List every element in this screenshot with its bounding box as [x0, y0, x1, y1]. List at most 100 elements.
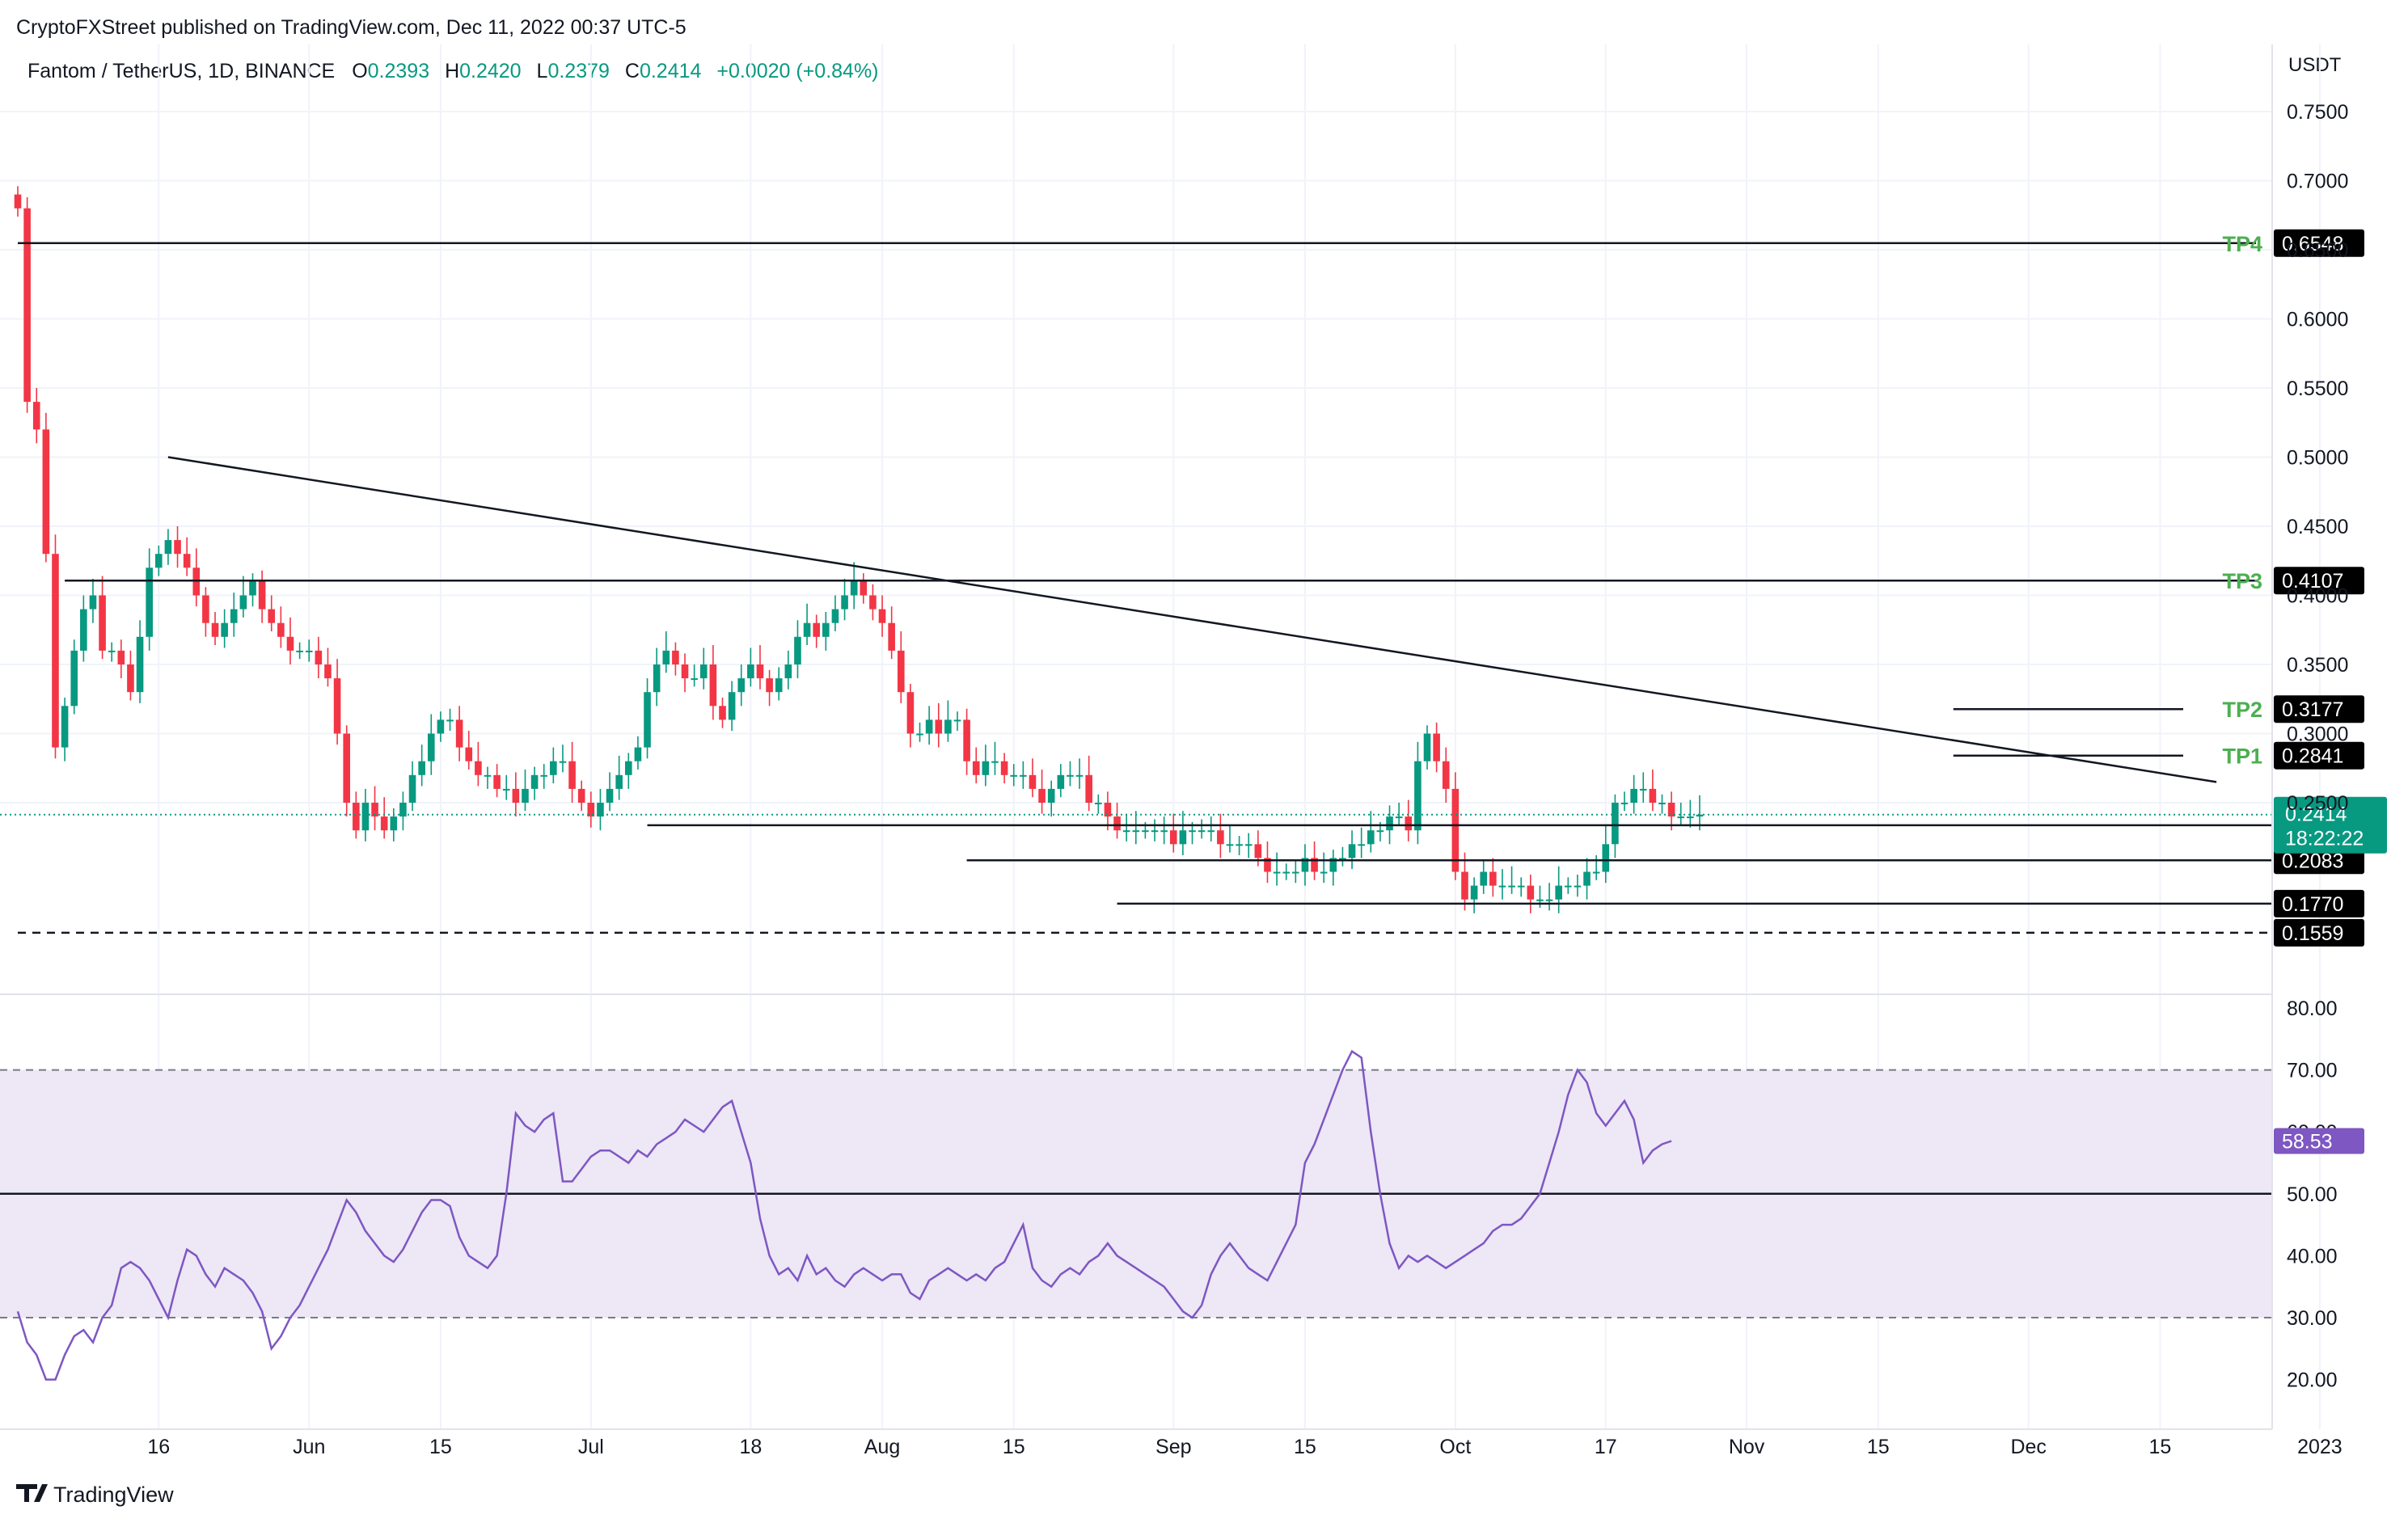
- level-price-badge: 0.2083: [2274, 846, 2364, 875]
- candle: [1677, 803, 1685, 825]
- candle-body: [1020, 774, 1027, 777]
- candle-body: [1620, 803, 1629, 804]
- candle-body: [42, 429, 50, 555]
- level-tag-tp1: TP1: [2222, 745, 2262, 769]
- time-tick-label: 16: [147, 1436, 170, 1458]
- candle-body: [1038, 788, 1046, 803]
- candle: [61, 698, 69, 761]
- candle: [1339, 846, 1346, 867]
- candle: [1555, 866, 1562, 913]
- candle-body: [32, 402, 40, 430]
- candle: [324, 647, 332, 687]
- time-axis[interactable]: 16 Jun 15 Jul 18 Aug 15 Sep 15 Oct 17 Nov 15 Dec 15 202…: [147, 1436, 2342, 1458]
- close-label: C: [625, 60, 640, 82]
- candle-body: [1612, 803, 1619, 845]
- price-tick-label: 0.7000: [2287, 171, 2348, 193]
- candle: [202, 587, 209, 637]
- candle: [1574, 874, 1582, 897]
- candle: [99, 576, 106, 660]
- candle: [1480, 860, 1488, 894]
- candle: [1405, 799, 1413, 842]
- candle-body: [371, 803, 378, 817]
- candle: [1301, 844, 1309, 886]
- candle: [465, 731, 473, 770]
- candle-body: [756, 664, 764, 679]
- candle-body: [1207, 830, 1215, 833]
- time-tick-label: Aug: [864, 1436, 900, 1458]
- candle-body: [286, 636, 294, 651]
- level-price-badge: 0.2841: [2274, 741, 2364, 770]
- candle: [1113, 803, 1121, 839]
- candle: [136, 620, 144, 703]
- candle: [653, 647, 661, 707]
- candle-body: [728, 692, 736, 720]
- time-tick-label: 18: [739, 1436, 762, 1458]
- candle: [916, 722, 923, 742]
- candle-body: [1470, 885, 1478, 900]
- candle: [625, 753, 632, 789]
- candle-body: [1592, 871, 1600, 874]
- candle: [1630, 774, 1637, 814]
- candle: [1029, 758, 1037, 798]
- price-axis-title: USDT: [2288, 54, 2342, 76]
- candle: [183, 537, 191, 576]
- candle: [418, 745, 425, 787]
- candle-body: [972, 761, 980, 775]
- candle: [1320, 852, 1328, 884]
- candle-body: [850, 581, 858, 596]
- candle-body: [1480, 871, 1488, 886]
- candle-body: [1198, 830, 1206, 833]
- level-price-badge-text: 0.2841: [2282, 745, 2343, 768]
- candle-body: [80, 609, 87, 651]
- candle: [408, 761, 416, 812]
- candle-body: [502, 788, 510, 791]
- candle: [728, 681, 736, 732]
- candle-body: [136, 636, 144, 693]
- candle: [1545, 883, 1553, 911]
- level-price-badge-bg: [2274, 741, 2364, 770]
- candle-body: [860, 581, 868, 596]
- candle: [813, 614, 820, 648]
- candle-body: [1451, 788, 1460, 872]
- candle-body: [475, 761, 482, 775]
- candle: [681, 653, 689, 693]
- candle-body: [522, 788, 529, 803]
- level-tag-tp2: TP2: [2222, 698, 2262, 722]
- candle-body: [249, 581, 256, 596]
- candle: [502, 774, 510, 800]
- level-price-badge-bg: [2274, 695, 2364, 723]
- candle: [737, 664, 746, 707]
- candle: [1348, 830, 1356, 870]
- candle-body: [390, 816, 398, 831]
- price-tick-label: 0.3500: [2287, 654, 2348, 677]
- candle-body: [14, 194, 22, 209]
- candle-body: [239, 595, 247, 610]
- candle-body: [1122, 830, 1130, 833]
- tradingview-logo[interactable]: TradingView: [16, 1483, 174, 1507]
- change-value: +0.0020 (+0.84%): [716, 60, 878, 82]
- candle-body: [672, 650, 679, 664]
- candle: [1329, 850, 1337, 886]
- open-value: 0.2393: [368, 60, 429, 82]
- candle-body: [408, 774, 416, 803]
- candle: [286, 617, 294, 664]
- candle-body: [427, 733, 435, 761]
- candle-body: [681, 664, 689, 679]
- candle-body: [1169, 830, 1177, 845]
- candle-body: [343, 733, 350, 803]
- rsi-tick-label: 50.00: [2287, 1183, 2338, 1206]
- candle: [42, 412, 50, 563]
- candle-body: [813, 622, 820, 637]
- candle: [775, 667, 783, 701]
- candle-body: [662, 650, 670, 664]
- level-tag-tp4: TP4: [2222, 232, 2262, 256]
- candle-body: [747, 664, 754, 679]
- candle-body: [1423, 733, 1431, 761]
- price-axis[interactable]: 0.7500 0.7000 0.6500 0.6000 0.5500 0.5000 0.45…: [2287, 101, 2348, 815]
- candle: [597, 788, 604, 831]
- candle-body: [1264, 858, 1271, 872]
- descending-trendline[interactable]: [167, 456, 2217, 783]
- candle-body: [568, 761, 576, 789]
